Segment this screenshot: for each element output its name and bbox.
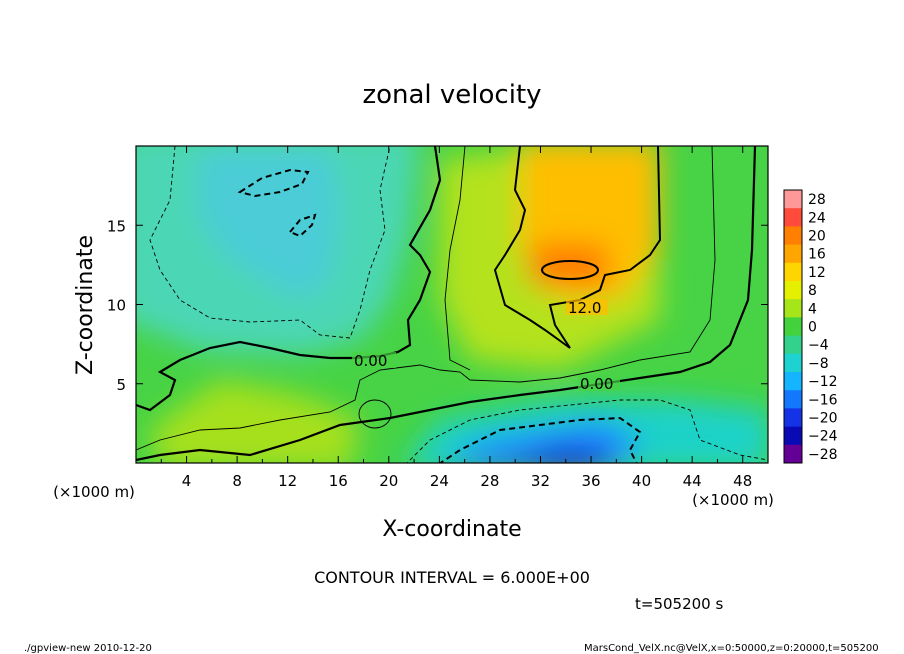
colorbar-swatch <box>784 353 802 373</box>
x-tick-label: 32 <box>531 472 550 490</box>
colorbar-swatch <box>784 281 802 300</box>
x-axis-ticks: 4 8 12 16 20 24 28 32 36 40 44 48 <box>160 146 752 490</box>
colorbar-label: 24 <box>808 210 826 226</box>
footer-right: MarsCond_VelX.nc@VelX,x=0:50000,z=0:2000… <box>584 643 879 654</box>
colorbar-label: 0 <box>808 320 817 336</box>
x-tick-label: 24 <box>430 472 449 490</box>
x-tick-label: 28 <box>480 472 499 490</box>
colorbar-swatch <box>784 299 802 318</box>
colorbar-label: −4 <box>808 338 829 354</box>
colorbar-label: 20 <box>808 229 826 245</box>
contour-six-inner <box>444 146 471 371</box>
colorbar-label: 28 <box>808 192 826 208</box>
colorbar-swatch <box>784 244 802 264</box>
colorbar-swatch <box>784 317 802 337</box>
colorbar-label: 4 <box>808 301 817 317</box>
x-tick-label: 48 <box>733 472 752 490</box>
colorbar-label: −12 <box>808 374 838 390</box>
chart-title: zonal velocity <box>362 80 541 110</box>
colorbar: 28 24 20 16 12 8 4 0 −4 −8 −12 −16 −20 −24 −28 <box>783 189 838 464</box>
contour-label: 12.0 <box>568 299 601 317</box>
region-core-light-blue <box>200 150 340 300</box>
contour-lines <box>136 146 768 463</box>
contour-neg12-lower <box>438 416 642 463</box>
contour-neg12-upper-a <box>237 168 310 198</box>
colorbar-label: −28 <box>808 447 838 463</box>
x-unit-label: (×1000 m) <box>53 483 135 501</box>
colorbar-swatch <box>784 208 802 227</box>
colorbar-swatch <box>784 426 802 446</box>
colorbar-label: 8 <box>808 283 817 299</box>
x-tick-label: 4 <box>182 472 192 490</box>
region-min-deepblue <box>509 445 610 463</box>
contour-neg6-lower <box>406 399 768 463</box>
contour-neg12-upper-b <box>288 213 317 238</box>
colorbar-swatch <box>784 408 802 428</box>
x-tick-label: 16 <box>329 472 348 490</box>
x-tick-label: 36 <box>581 472 600 490</box>
time-label: t=505200 s <box>635 595 723 613</box>
colorbar-label: −8 <box>808 356 829 372</box>
colorbar-label: −20 <box>808 411 838 427</box>
x-tick-label: 44 <box>683 472 702 490</box>
x-tick-label: 8 <box>232 472 242 490</box>
footer-left: ./gpview-new 2010-12-20 <box>24 643 152 654</box>
colorbar-label: −16 <box>808 392 838 408</box>
region-lower-left-yellow <box>150 380 360 463</box>
region-max-red-orange <box>530 245 610 285</box>
contour-six-blob <box>358 399 392 429</box>
colorbar-swatch <box>784 262 802 282</box>
colorbar-swatch <box>784 444 802 464</box>
colorbar-swatch <box>784 372 802 391</box>
contour-six-left <box>136 146 716 451</box>
y-axis-label: Z-coordinate <box>73 235 98 375</box>
x-tick-label: 12 <box>278 472 297 490</box>
y-tick-label: 5 <box>116 376 126 394</box>
y-tick-label: 10 <box>107 297 126 315</box>
x-tick-label: 20 <box>379 472 398 490</box>
contour-labels: 0.00 12.0 0.00 <box>352 299 620 393</box>
contour-interval-text: CONTOUR INTERVAL = 6.000E+00 <box>314 568 590 587</box>
x-axis-label: X-coordinate <box>382 517 521 542</box>
x-tick-label: 40 <box>632 472 651 490</box>
heatmap-field <box>136 146 768 463</box>
colorbar-swatch <box>784 190 802 209</box>
contour-eighteen <box>541 260 599 280</box>
colorbar-swatch <box>784 335 802 355</box>
colorbar-label: −24 <box>808 429 838 445</box>
y-tick-label: 15 <box>107 217 126 235</box>
colorbar-frame <box>783 189 803 464</box>
colorbar-swatch <box>784 390 802 409</box>
contour-label: 0.00 <box>354 352 387 370</box>
colorbar-swatch <box>784 226 802 246</box>
colorbar-label: 16 <box>808 247 826 263</box>
contour-zero-lower <box>136 146 757 462</box>
y-axis-ticks: 5 10 15 <box>107 217 768 394</box>
contour-twelve <box>493 146 662 349</box>
x-unit-label-right: (×1000 m) <box>692 491 774 509</box>
contour-label: 0.00 <box>580 375 613 393</box>
colorbar-label: 12 <box>808 265 826 281</box>
